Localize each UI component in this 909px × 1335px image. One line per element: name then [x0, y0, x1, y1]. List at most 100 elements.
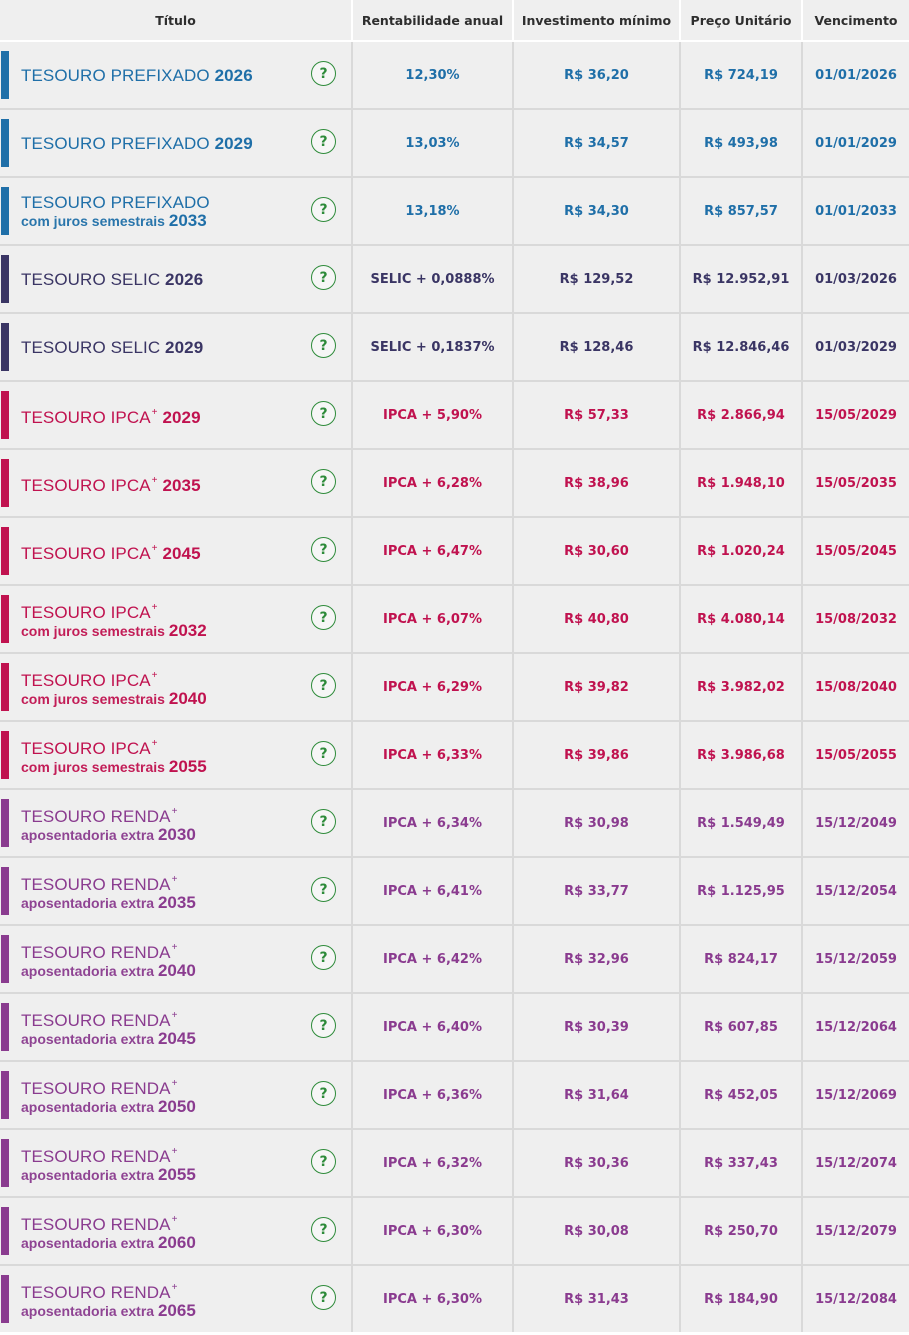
- question-circle-icon[interactable]: ?: [311, 877, 336, 902]
- bond-title[interactable]: TESOURO IPCA+ com juros semestrais 2032: [21, 586, 291, 652]
- table-row[interactable]: TESOURO SELIC 2026? SELIC + 0,0888% R$ 129…: [0, 245, 909, 314]
- group-color-bar: [1, 1003, 9, 1051]
- title-cell[interactable]: TESOURO SELIC 2026?: [0, 245, 353, 314]
- question-circle-icon[interactable]: ?: [311, 537, 336, 562]
- table-row[interactable]: TESOURO SELIC 2029? SELIC + 0,1837% R$ 128…: [0, 313, 909, 382]
- group-color-bar: [1, 1139, 9, 1187]
- min-investment-cell: R$ 30,08: [513, 1197, 681, 1266]
- plus-sign: +: [171, 806, 178, 817]
- unit-price-cell: R$ 4.080,14: [680, 585, 803, 654]
- unit-price-cell: R$ 724,19: [680, 41, 803, 110]
- question-circle-icon[interactable]: ?: [311, 741, 336, 766]
- bond-title[interactable]: TESOURO SELIC 2026: [21, 246, 291, 312]
- question-circle-icon[interactable]: ?: [311, 333, 336, 358]
- title-cell[interactable]: TESOURO RENDA+ aposentadoria extra 2030?: [0, 789, 353, 858]
- bond-title[interactable]: TESOURO PREFIXADO com juros semestrais 20…: [21, 178, 291, 244]
- table-row[interactable]: TESOURO RENDA+ aposentadoria extra 2040? I…: [0, 925, 909, 994]
- bond-title[interactable]: TESOURO RENDA+ aposentadoria extra 2050: [21, 1062, 291, 1128]
- table-row[interactable]: TESOURO IPCA+ com juros semestrais 2032? I…: [0, 585, 909, 654]
- question-circle-icon[interactable]: ?: [311, 1217, 336, 1242]
- rate-cell: IPCA + 6,32%: [352, 1129, 514, 1198]
- question-circle-icon[interactable]: ?: [311, 809, 336, 834]
- question-circle-icon[interactable]: ?: [311, 673, 336, 698]
- table-row[interactable]: TESOURO IPCA+ com juros semestrais 2040? I…: [0, 653, 909, 722]
- title-cell[interactable]: TESOURO PREFIXADO 2026?: [0, 41, 353, 110]
- table-row[interactable]: TESOURO PREFIXADO 2029? 13,03% R$ 34,57 R$ …: [0, 109, 909, 178]
- rate-cell: IPCA + 6,34%: [352, 789, 514, 858]
- title-cell[interactable]: TESOURO PREFIXADO com juros semestrais 20…: [0, 177, 353, 246]
- question-circle-icon[interactable]: ?: [311, 1013, 336, 1038]
- question-circle-icon[interactable]: ?: [311, 265, 336, 290]
- bond-title[interactable]: TESOURO IPCA+ 2029: [21, 382, 291, 448]
- bond-title[interactable]: TESOURO SELIC 2029: [21, 314, 291, 380]
- question-circle-icon[interactable]: ?: [311, 1081, 336, 1106]
- title-cell[interactable]: TESOURO IPCA+ 2035?: [0, 449, 353, 518]
- question-circle-icon[interactable]: ?: [311, 129, 336, 154]
- bond-name-line: TESOURO IPCA+ 2035: [21, 471, 291, 495]
- table-row[interactable]: TESOURO RENDA+ aposentadoria extra 2055? I…: [0, 1129, 909, 1198]
- unit-price-cell: R$ 3.982,02: [680, 653, 803, 722]
- title-cell[interactable]: TESOURO RENDA+ aposentadoria extra 2040?: [0, 925, 353, 994]
- table-row[interactable]: TESOURO RENDA+ aposentadoria extra 2035? I…: [0, 857, 909, 926]
- bond-subtitle: com juros semestrais: [21, 691, 165, 707]
- title-wrap: TESOURO RENDA+ aposentadoria extra 2055?: [0, 1130, 351, 1196]
- bond-title[interactable]: TESOURO IPCA+ 2035: [21, 450, 291, 516]
- title-cell[interactable]: TESOURO PREFIXADO 2029?: [0, 109, 353, 178]
- bond-subtitle-line: aposentadoria extra 2035: [21, 894, 291, 912]
- table-row[interactable]: TESOURO RENDA+ aposentadoria extra 2050? I…: [0, 1061, 909, 1130]
- bond-title[interactable]: TESOURO IPCA+ 2045: [21, 518, 291, 584]
- table-row[interactable]: TESOURO IPCA+ com juros semestrais 2055? I…: [0, 721, 909, 790]
- bond-title[interactable]: TESOURO RENDA+ aposentadoria extra 2045: [21, 994, 291, 1060]
- question-circle-icon[interactable]: ?: [311, 401, 336, 426]
- bond-title[interactable]: TESOURO PREFIXADO 2029: [21, 110, 291, 176]
- bond-title[interactable]: TESOURO RENDA+ aposentadoria extra 2030: [21, 790, 291, 856]
- title-cell[interactable]: TESOURO RENDA+ aposentadoria extra 2065?: [0, 1265, 353, 1332]
- title-cell[interactable]: TESOURO IPCA+ 2045?: [0, 517, 353, 586]
- title-cell[interactable]: TESOURO IPCA+ com juros semestrais 2032?: [0, 585, 353, 654]
- table-row[interactable]: TESOURO IPCA+ 2035? IPCA + 6,28% R$ 38,96 R…: [0, 449, 909, 518]
- bond-year: 2055: [157, 1165, 196, 1184]
- title-cell[interactable]: TESOURO IPCA+ com juros semestrais 2040?: [0, 653, 353, 722]
- bond-title[interactable]: TESOURO RENDA+ aposentadoria extra 2055: [21, 1130, 291, 1196]
- title-cell[interactable]: TESOURO RENDA+ aposentadoria extra 2045?: [0, 993, 353, 1062]
- question-circle-icon[interactable]: ?: [311, 1285, 336, 1310]
- question-circle-icon[interactable]: ?: [311, 945, 336, 970]
- table-row[interactable]: TESOURO PREFIXADO com juros semestrais 20…: [0, 177, 909, 246]
- question-circle-icon[interactable]: ?: [311, 61, 336, 86]
- title-wrap: TESOURO SELIC 2026?: [0, 246, 351, 312]
- due-date-cell: 15/05/2029: [802, 381, 909, 450]
- bond-title[interactable]: TESOURO PREFIXADO 2026: [21, 42, 291, 108]
- bond-title[interactable]: TESOURO IPCA+ com juros semestrais 2055: [21, 722, 291, 788]
- bond-year: 2040: [157, 961, 196, 980]
- title-cell[interactable]: TESOURO RENDA+ aposentadoria extra 2035?: [0, 857, 353, 926]
- question-circle-icon[interactable]: ?: [311, 197, 336, 222]
- bond-title[interactable]: TESOURO RENDA+ aposentadoria extra 2040: [21, 926, 291, 992]
- table-row[interactable]: TESOURO RENDA+ aposentadoria extra 2030? I…: [0, 789, 909, 858]
- bond-title[interactable]: TESOURO RENDA+ aposentadoria extra 2065: [21, 1266, 291, 1332]
- table-row[interactable]: TESOURO IPCA+ 2045? IPCA + 6,47% R$ 30,60 R…: [0, 517, 909, 586]
- table-row[interactable]: TESOURO IPCA+ 2029? IPCA + 5,90% R$ 57,33 R…: [0, 381, 909, 450]
- title-cell[interactable]: TESOURO IPCA+ 2029?: [0, 381, 353, 450]
- bond-title[interactable]: TESOURO IPCA+ com juros semestrais 2040: [21, 654, 291, 720]
- title-cell[interactable]: TESOURO IPCA+ com juros semestrais 2055?: [0, 721, 353, 790]
- table-row[interactable]: TESOURO PREFIXADO 2026? 12,30% R$ 36,20 R$ …: [0, 41, 909, 110]
- question-circle-icon[interactable]: ?: [311, 469, 336, 494]
- table-row[interactable]: TESOURO RENDA+ aposentadoria extra 2045? I…: [0, 993, 909, 1062]
- bond-name: TESOURO RENDA: [21, 943, 171, 962]
- title-cell[interactable]: TESOURO RENDA+ aposentadoria extra 2055?: [0, 1129, 353, 1198]
- bond-title[interactable]: TESOURO RENDA+ aposentadoria extra 2060: [21, 1198, 291, 1264]
- bond-name: TESOURO SELIC: [21, 337, 161, 357]
- rate-cell: IPCA + 6,33%: [352, 721, 514, 790]
- question-circle-icon[interactable]: ?: [311, 605, 336, 630]
- question-circle-icon[interactable]: ?: [311, 1149, 336, 1174]
- bond-title[interactable]: TESOURO RENDA+ aposentadoria extra 2035: [21, 858, 291, 924]
- bond-subtitle: aposentadoria extra: [21, 827, 155, 843]
- title-cell[interactable]: TESOURO SELIC 2029?: [0, 313, 353, 382]
- title-cell[interactable]: TESOURO RENDA+ aposentadoria extra 2050?: [0, 1061, 353, 1130]
- table-row[interactable]: TESOURO RENDA+ aposentadoria extra 2060? I…: [0, 1197, 909, 1266]
- title-cell[interactable]: TESOURO RENDA+ aposentadoria extra 2060?: [0, 1197, 353, 1266]
- table-row[interactable]: TESOURO RENDA+ aposentadoria extra 2065? I…: [0, 1265, 909, 1332]
- min-investment-cell: R$ 30,39: [513, 993, 681, 1062]
- min-investment-cell: R$ 38,96: [513, 449, 681, 518]
- unit-price-cell: R$ 12.952,91: [680, 245, 803, 314]
